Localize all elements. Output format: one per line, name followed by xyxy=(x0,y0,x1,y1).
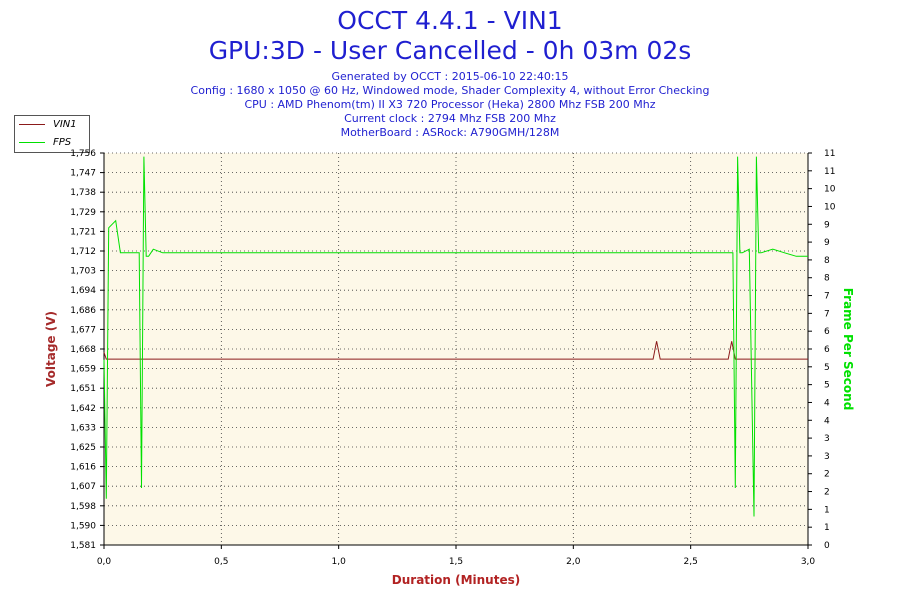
x-axis-label: Duration (Minutes) xyxy=(392,573,520,587)
y-right-tick-label: 4 xyxy=(824,398,830,408)
y-left-tick-label: 1,581 xyxy=(70,541,96,551)
x-tick-label: 0,5 xyxy=(214,557,228,567)
chart-title: OCCT 4.4.1 - VIN1 xyxy=(337,6,563,35)
y-right-tick-label: 4 xyxy=(824,416,830,426)
y-right-tick-label: 8 xyxy=(824,274,830,284)
y-right-tick-label: 8 xyxy=(824,256,830,266)
y-left-tick-label: 1,712 xyxy=(70,247,96,257)
y-left-tick-label: 1,721 xyxy=(70,227,96,237)
y-left-tick-label: 1,756 xyxy=(70,149,96,159)
series-line-vin1 xyxy=(103,341,808,360)
y-right-tick-label: 6 xyxy=(824,345,830,355)
y-left-tick-label: 1,590 xyxy=(70,521,96,531)
y-left-tick-label: 1,668 xyxy=(70,345,96,355)
y-right-tick-label: 7 xyxy=(824,292,830,302)
legend-item-vin1: VIN1 xyxy=(19,117,77,131)
y-right-axis-label: Frame Per Second xyxy=(841,288,855,411)
y-right-tick-label: 2 xyxy=(824,488,830,498)
config-info: Config : 1680 x 1050 @ 60 Hz, Windowed m… xyxy=(190,84,710,97)
y-right-tick-label: 0 xyxy=(824,541,830,551)
y-left-tick-label: 1,651 xyxy=(70,384,96,394)
x-tick-label: 1,0 xyxy=(332,557,347,567)
y-left-tick-label: 1,607 xyxy=(70,482,96,492)
cpu-info: CPU : AMD Phenom(tm) II X3 720 Processor… xyxy=(244,98,656,111)
clock-info: Current clock : 2794 Mhz FSB 200 Mhz xyxy=(344,112,556,125)
legend-label-fps: FPS xyxy=(53,136,72,148)
y-left-tick-label: 1,686 xyxy=(70,306,96,316)
legend-item-fps: FPS xyxy=(19,135,71,149)
x-tick-label: 0,0 xyxy=(97,557,112,567)
y-left-axis-label: Voltage (V) xyxy=(44,311,58,387)
y-right-tick-label: 3 xyxy=(824,434,830,444)
legend-label-vin1: VIN1 xyxy=(53,118,77,130)
generated-info: Generated by OCCT : 2015-06-10 22:40:15 xyxy=(331,70,569,83)
y-left-tick-label: 1,659 xyxy=(70,365,96,375)
y-right-tick-label: 6 xyxy=(824,327,830,337)
x-tick-label: 1,5 xyxy=(449,557,463,567)
y-right-tick-label: 3 xyxy=(824,452,830,462)
y-right-tick-label: 1 xyxy=(824,505,830,515)
x-tick-label: 3,0 xyxy=(801,557,816,567)
series-line-fps xyxy=(103,156,808,517)
y-left-tick-label: 1,703 xyxy=(70,267,96,277)
y-right-tick-label: 9 xyxy=(824,220,830,230)
y-left-tick-label: 1,625 xyxy=(70,443,96,453)
y-left-tick-label: 1,738 xyxy=(70,188,96,198)
legend-swatch-vin1 xyxy=(19,123,45,125)
y-right-tick-label: 5 xyxy=(824,381,830,391)
x-tick-label: 2,5 xyxy=(684,557,698,567)
y-left-tick-label: 1,677 xyxy=(70,325,96,335)
y-right-tick-label: 9 xyxy=(824,238,830,248)
y-left-tick-label: 1,747 xyxy=(70,169,96,179)
y-right-tick-label: 11 xyxy=(824,167,835,177)
y-left-tick-label: 1,729 xyxy=(70,208,96,218)
motherboard-info: MotherBoard : ASRock: A790GMH/128M xyxy=(340,126,560,139)
y-left-tick-label: 1,633 xyxy=(70,423,96,433)
y-right-tick-label: 10 xyxy=(824,185,836,195)
chart-subtitle: GPU:3D - User Cancelled - 0h 03m 02s xyxy=(208,36,692,65)
y-right-tick-label: 2 xyxy=(824,470,830,480)
y-right-tick-label: 11 xyxy=(824,149,835,159)
legend-swatch-fps xyxy=(19,141,45,143)
y-right-tick-label: 7 xyxy=(824,309,830,319)
y-left-tick-label: 1,616 xyxy=(70,463,96,473)
y-left-tick-label: 1,642 xyxy=(70,404,96,414)
y-right-tick-label: 5 xyxy=(824,363,830,373)
y-right-tick-label: 10 xyxy=(824,202,836,212)
y-right-tick-label: 1 xyxy=(824,523,830,533)
chart-legend: VIN1 FPS xyxy=(14,115,90,153)
y-left-tick-label: 1,598 xyxy=(70,502,96,512)
y-left-tick-label: 1,694 xyxy=(70,286,96,296)
x-tick-label: 2,0 xyxy=(566,557,581,567)
